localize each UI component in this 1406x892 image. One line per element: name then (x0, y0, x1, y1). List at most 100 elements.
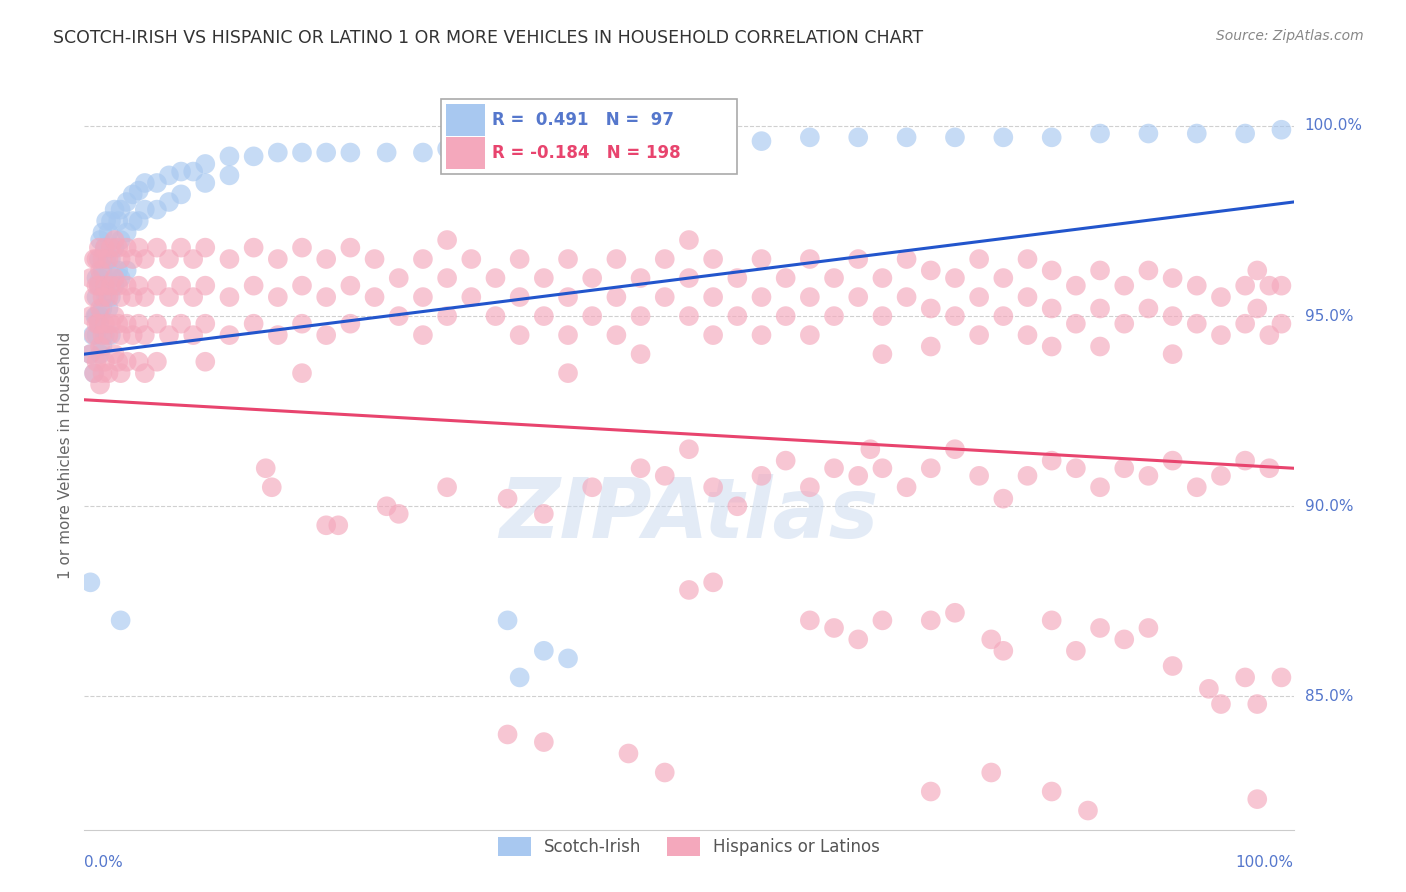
Point (1088, 339, 1111, 353)
Point (218, 290, 240, 304)
Point (533, 271, 555, 285)
Point (194, 317, 217, 331)
Point (110, 613, 132, 627)
Point (1234, 317, 1257, 331)
Point (89, 301, 111, 316)
Point (509, 328, 531, 343)
Point (181, 252, 204, 266)
Point (91, 328, 114, 343)
Point (823, 271, 845, 285)
Point (79, 575, 101, 590)
Point (91, 226, 114, 240)
Point (375, 145, 398, 160)
Point (799, 252, 821, 266)
Point (100, 252, 122, 266)
Point (872, 271, 894, 285)
Point (1017, 252, 1039, 266)
Point (94, 214, 117, 228)
Point (412, 145, 434, 160)
Point (993, 309, 1015, 323)
Point (91, 263, 114, 277)
Point (799, 328, 821, 343)
Point (1040, 301, 1063, 316)
Point (980, 765, 1002, 780)
Point (110, 252, 132, 266)
Point (94, 317, 117, 331)
Point (1209, 697, 1232, 711)
Point (121, 290, 143, 304)
Point (1064, 278, 1087, 293)
Point (799, 480, 821, 494)
Point (146, 202, 169, 217)
Point (115, 241, 138, 255)
Point (94, 241, 117, 255)
Point (1209, 468, 1232, 483)
Point (1234, 278, 1257, 293)
Point (678, 442, 700, 457)
Point (134, 366, 156, 380)
Point (315, 518, 337, 533)
Point (436, 142, 458, 156)
Point (242, 241, 264, 255)
FancyBboxPatch shape (446, 104, 485, 136)
Point (375, 500, 398, 514)
Point (1161, 453, 1184, 467)
Point (134, 176, 156, 190)
Text: 0.0%: 0.0% (84, 855, 124, 870)
Point (799, 613, 821, 627)
Point (157, 252, 180, 266)
Point (872, 613, 894, 627)
Point (87, 278, 110, 293)
Point (97, 263, 120, 277)
Point (128, 278, 150, 293)
Point (107, 214, 129, 228)
Point (291, 366, 314, 380)
Point (533, 644, 555, 658)
Point (751, 134, 773, 148)
Point (702, 575, 724, 590)
Point (94, 278, 117, 293)
Point (91, 366, 114, 380)
Point (146, 355, 169, 369)
Point (107, 317, 129, 331)
Point (89, 263, 111, 277)
Point (654, 290, 676, 304)
Point (242, 317, 264, 331)
Point (100, 290, 122, 304)
Point (89, 271, 111, 285)
Point (218, 252, 240, 266)
Point (89, 233, 111, 247)
Point (218, 169, 240, 183)
Point (157, 194, 180, 209)
Point (339, 317, 361, 331)
Point (484, 271, 506, 285)
Point (107, 278, 129, 293)
Point (267, 290, 290, 304)
Point (291, 145, 314, 160)
Point (115, 226, 138, 240)
Point (617, 747, 640, 761)
Point (146, 176, 169, 190)
Point (121, 214, 143, 228)
Point (97, 252, 120, 266)
Point (1137, 621, 1160, 635)
Point (291, 241, 314, 255)
Point (115, 317, 138, 331)
Point (1137, 127, 1160, 141)
Point (97, 226, 120, 240)
Point (1185, 127, 1208, 141)
Point (94, 252, 117, 266)
Point (86, 317, 108, 331)
Point (128, 241, 150, 255)
Text: ZIPAtlas: ZIPAtlas (499, 475, 879, 556)
Point (846, 130, 869, 145)
Point (920, 263, 942, 277)
Point (751, 468, 773, 483)
Point (86, 309, 108, 323)
Point (1040, 613, 1063, 627)
Point (181, 290, 204, 304)
Point (496, 491, 519, 506)
Point (128, 184, 150, 198)
FancyBboxPatch shape (441, 99, 737, 174)
Point (79, 271, 101, 285)
